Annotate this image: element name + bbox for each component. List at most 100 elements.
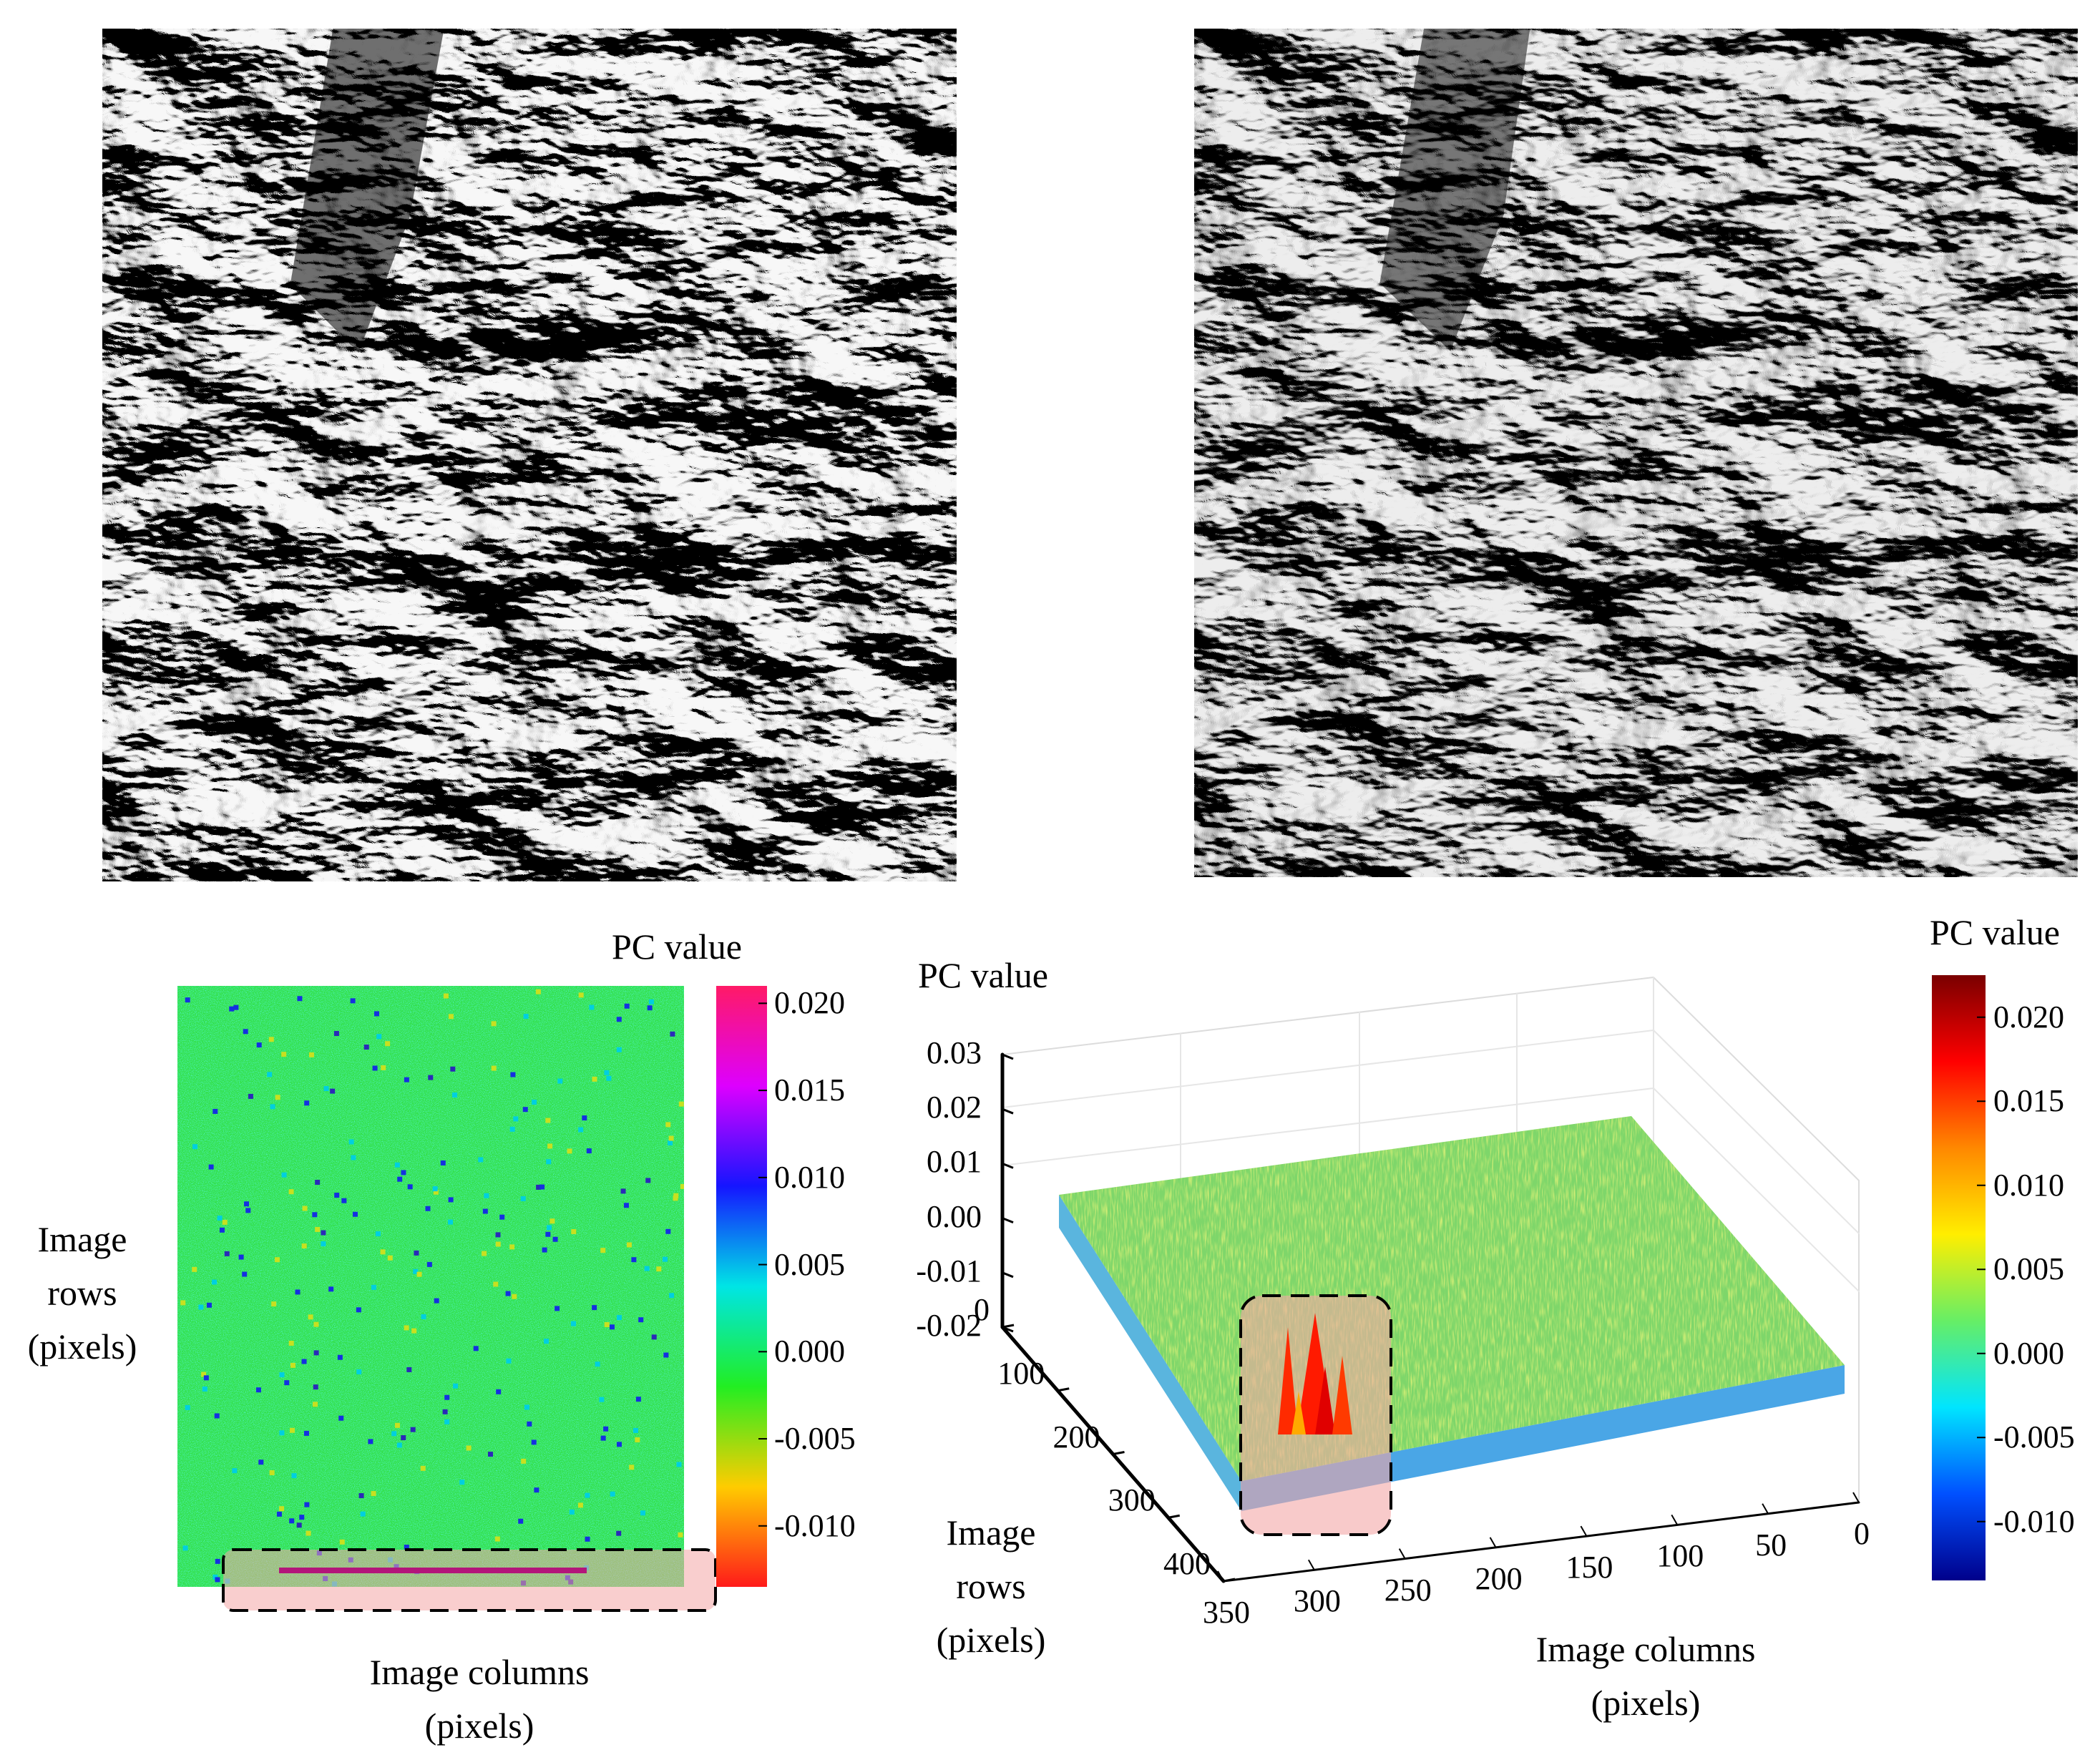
heatmap-dot [391,1431,397,1437]
heatmap-dot [600,1435,606,1441]
heatmap-dot [678,1532,683,1538]
heatmap-dot [542,1247,547,1253]
heatmap-dot [453,1383,459,1389]
surface-ylabel-text: Image rows (pixels) [936,1512,1046,1660]
grid-line [1653,1030,1860,1234]
heatmap-dot [450,1066,456,1072]
column-axis-tick-label: 50 [1755,1527,1787,1563]
grid-line [1653,977,1860,1181]
heatmap-dot [616,1017,622,1022]
heatmap-dot [527,1421,532,1427]
heatmap-dot [635,1397,641,1402]
grid-line [1002,977,1654,1055]
z-axis-tick [1002,1217,1014,1223]
heatmap-dot [356,1307,361,1313]
heatmap-dot [279,1372,285,1378]
heatmap-dot [680,1183,684,1189]
heatmap-dot [303,1430,309,1436]
heatmap-dot [610,1491,615,1497]
heatmap-dot [301,1243,307,1249]
heatmap-dot [337,1354,343,1360]
heatmap-dot [571,1228,577,1234]
heatmap-dot [647,1005,653,1011]
heatmap-dot [242,1271,248,1277]
row-axis-tick [1168,1514,1181,1519]
heatmap-dot [201,1372,207,1377]
column-axis-tick [1580,1525,1588,1537]
heatmap-dot [313,1321,319,1327]
column-axis-line [1222,1501,1860,1583]
z-axis-tick-label: 0.02 [927,1090,982,1125]
heatmap-dot [288,1189,294,1195]
heatmap-xlabel-text: Image columns (pixels) [369,1652,590,1746]
heatmap-dot [448,1197,454,1203]
heatmap-dot [269,1470,275,1475]
column-axis-ticks [1217,1492,1860,1582]
z-axis-tick-label: 0.03 [927,1035,982,1070]
heatmap-dot [308,1052,314,1057]
colorbar-2-tick-label: 0.000 [1993,1335,2064,1371]
heatmap-dot [663,1352,669,1358]
heatmap-dot [312,1212,318,1218]
heatmap-dot [494,1536,500,1542]
row-axis-tick-label: 200 [1053,1419,1100,1455]
heatmap-dot [396,1442,402,1448]
heatmap-dot [635,1437,640,1442]
heatmap-dot [668,1140,673,1145]
surface-xlabel: Image columns (pixels) [1488,1623,1803,1730]
heatmap-dot [452,1092,458,1098]
heatmap-dot [401,1170,406,1175]
heatmap-dot [426,1261,432,1267]
heatmap-dot [375,1231,381,1237]
heatmap-dot [406,1367,412,1372]
heatmap-dot [510,1072,516,1077]
heatmap-dot [577,1502,583,1508]
heatmap-dot [256,1042,262,1048]
heatmap-dot [578,992,584,998]
sar-image-icon [102,29,957,881]
heatmap-dot [428,1075,434,1080]
heatmap-dot [291,1473,297,1479]
heatmap-dot [276,1511,282,1517]
heatmap-dot [443,993,449,999]
heatmap-dot [603,1426,609,1432]
heatmap-dot [524,1404,529,1410]
heatmap-dot [363,1045,369,1050]
surface-zlabel: PC value [918,955,1048,995]
heatmap-dot [532,1099,537,1105]
colorbar-1-tick-label: -0.010 [774,1507,856,1543]
row-axis-ticks [1002,1324,1236,1583]
heatmap-dot [513,1116,519,1122]
row-axis-tick [1223,1578,1236,1583]
surface-peak [1291,1392,1306,1434]
heatmap-texture [177,986,684,1587]
heatmap-dot [432,1186,438,1192]
column-axis-tick-label: 0 [1854,1516,1870,1551]
colorbar-1-tick-label: 0.000 [774,1334,845,1369]
highlight-region-2d [222,1548,717,1612]
colorbar-2-tick-label: 0.015 [1993,1083,2064,1119]
column-axis-tick [1852,1492,1860,1503]
heatmap-dot [338,1415,344,1421]
heatmap-dot [271,1301,277,1307]
colorbar-1-title: PC value [612,927,742,967]
heatmap-dot [302,1206,308,1211]
column-axis-tick [1671,1514,1679,1525]
heatmap-dot [629,1465,635,1470]
heatmap-dot [404,1545,409,1550]
heatmap-dot [546,1159,552,1165]
surface-texture [1059,1116,1845,1481]
heatmap-dot [547,1225,552,1231]
heatmap-dot [289,1518,295,1524]
heatmap-dot [673,1196,678,1201]
heatmap-dot [482,1208,488,1214]
heatmap-dot [534,1487,539,1493]
heatmap-dot [478,1157,484,1163]
heatmap-dot [385,1041,391,1047]
heatmap-dot [351,1155,356,1160]
colorbar-2-tick-label: 0.020 [1993,999,2064,1035]
colorbar-2-title: PC value [1930,912,2060,952]
row-axis-tick-label: 400 [1163,1546,1211,1581]
heatmap-dot [288,1340,294,1346]
